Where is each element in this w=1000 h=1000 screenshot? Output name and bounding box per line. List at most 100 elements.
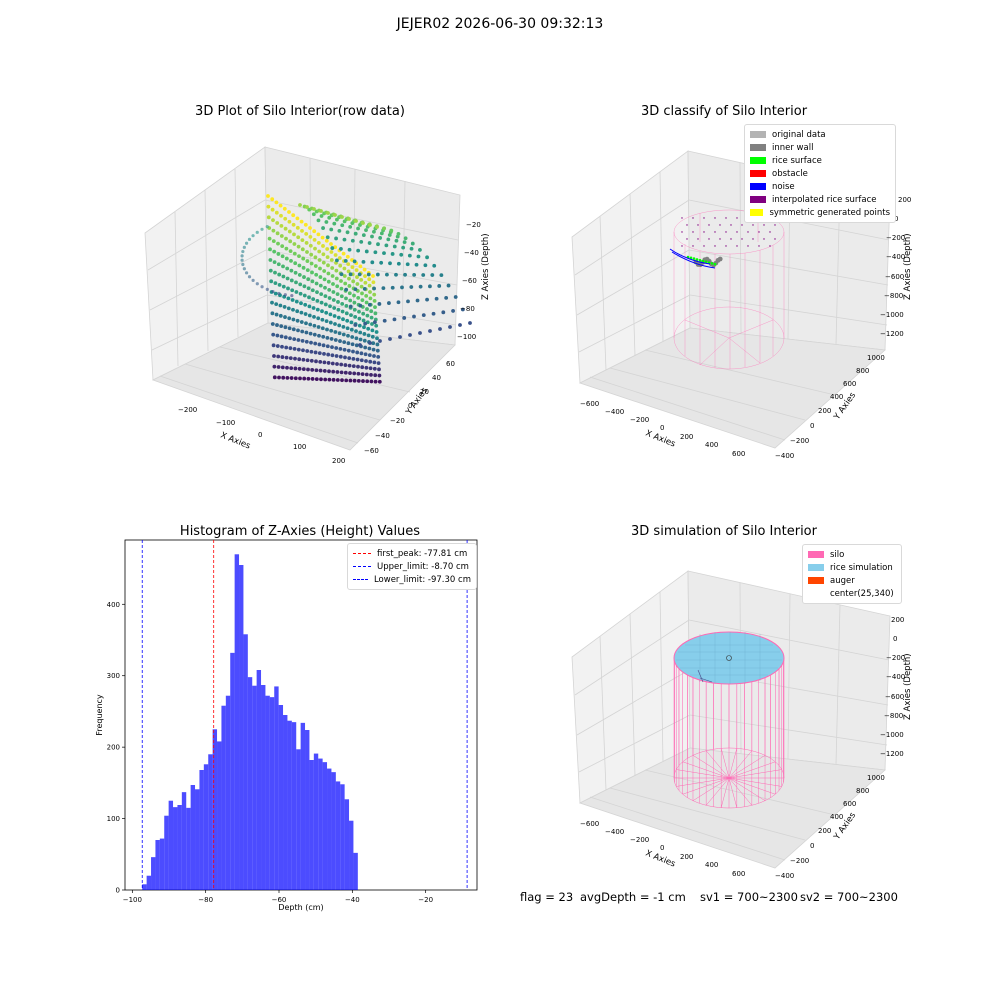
raw-point (299, 310, 304, 315)
raw-point (291, 307, 295, 312)
raw-point (376, 354, 381, 359)
raw-point (409, 285, 414, 289)
raw-point (313, 341, 318, 346)
raw-x-tick: −100 (216, 419, 235, 427)
raw-point (341, 251, 346, 256)
raw-point (290, 288, 295, 293)
raw-point (281, 375, 286, 380)
raw-point (407, 253, 412, 258)
raw-point-cloud (240, 194, 472, 384)
sim-z-tick: −1000 (880, 731, 904, 739)
raw-point (265, 225, 269, 229)
raw-point (361, 233, 366, 238)
raw-point (297, 357, 302, 362)
raw-point (367, 302, 372, 307)
raw-point (272, 260, 277, 265)
raw-point (318, 266, 322, 271)
raw-point (372, 286, 376, 291)
raw-point (327, 296, 332, 300)
raw-point (302, 376, 307, 381)
raw-point (333, 330, 338, 334)
interpolated-point (763, 238, 765, 240)
classify-x-tick: 600 (732, 450, 745, 458)
raw-point (334, 354, 339, 358)
status-flag: flag = 23 (520, 890, 574, 904)
raw-point (402, 316, 407, 320)
legend-entry-center: center(25,340) (808, 587, 896, 600)
histogram-bars (142, 554, 358, 890)
sim-z-tick: −600 (885, 693, 904, 701)
raw-point (333, 213, 337, 217)
raw-point (374, 323, 379, 328)
raw-point (312, 207, 316, 211)
sim-x-tick: 0 (660, 844, 664, 852)
raw-point (347, 291, 352, 296)
raw-point (360, 291, 364, 296)
raw-point (330, 361, 335, 366)
raw-point (283, 216, 288, 221)
raw-x-tick: −200 (178, 406, 197, 414)
histogram-bar (225, 695, 231, 890)
histogram-bar (217, 741, 222, 890)
raw-point (320, 309, 324, 314)
raw-point (339, 286, 344, 291)
sim-y-tick: −400 (775, 872, 794, 880)
raw-point (441, 310, 446, 315)
raw-point (348, 272, 353, 277)
raw-point (416, 254, 421, 259)
legend-entry-inner-wall: inner wall (750, 141, 890, 154)
raw-point (370, 322, 374, 326)
raw-point (428, 284, 432, 289)
raw-point (292, 251, 297, 256)
raw-point (350, 335, 355, 339)
raw-point (375, 336, 379, 341)
raw-point (265, 287, 269, 291)
legend-swatch (750, 144, 766, 151)
legend-swatch (750, 157, 766, 164)
raw-point (396, 231, 401, 236)
classify-x-tick: −400 (605, 408, 624, 416)
raw-point (321, 334, 326, 339)
legend-entry-silo: silo (808, 548, 896, 561)
raw-point (305, 358, 310, 363)
raw-point (350, 342, 355, 347)
raw-point (371, 280, 376, 285)
raw-point (289, 376, 294, 380)
raw-point (334, 268, 339, 273)
raw-point (336, 307, 341, 312)
raw-point (319, 300, 324, 305)
raw-point (339, 362, 344, 367)
raw-point (330, 274, 335, 278)
raw-point (326, 279, 331, 284)
silo-floor-line (676, 777, 730, 787)
raw-point (251, 234, 255, 238)
silo-floor-line (676, 769, 730, 779)
raw-point (332, 314, 337, 318)
raw-point (365, 379, 370, 384)
raw-point (367, 346, 372, 351)
raw-y-tick: 20 (420, 388, 429, 396)
rice-surface-point (698, 258, 702, 262)
histogram-x-ticks: −100 −80 −60 −40 −20 (123, 890, 433, 904)
legend-line (353, 566, 371, 567)
raw-point (324, 319, 329, 324)
raw-point (335, 378, 340, 382)
raw-point (283, 315, 287, 319)
histogram-bar (181, 792, 187, 890)
histogram-bar (252, 685, 257, 890)
raw-point (326, 352, 331, 357)
raw-point (244, 241, 249, 245)
raw-point (371, 347, 376, 352)
raw-point (313, 264, 318, 268)
raw-point (359, 351, 364, 356)
silo-floor-line (728, 769, 782, 779)
silo-floor-ring (673, 747, 785, 809)
raw-point (363, 352, 368, 357)
silo-floor-line (728, 777, 738, 808)
raw-point (293, 356, 297, 361)
raw-point (309, 261, 314, 266)
interpolated-point (686, 224, 688, 226)
raw-point (378, 236, 383, 240)
raw-point (434, 296, 439, 301)
raw-point (320, 235, 325, 240)
